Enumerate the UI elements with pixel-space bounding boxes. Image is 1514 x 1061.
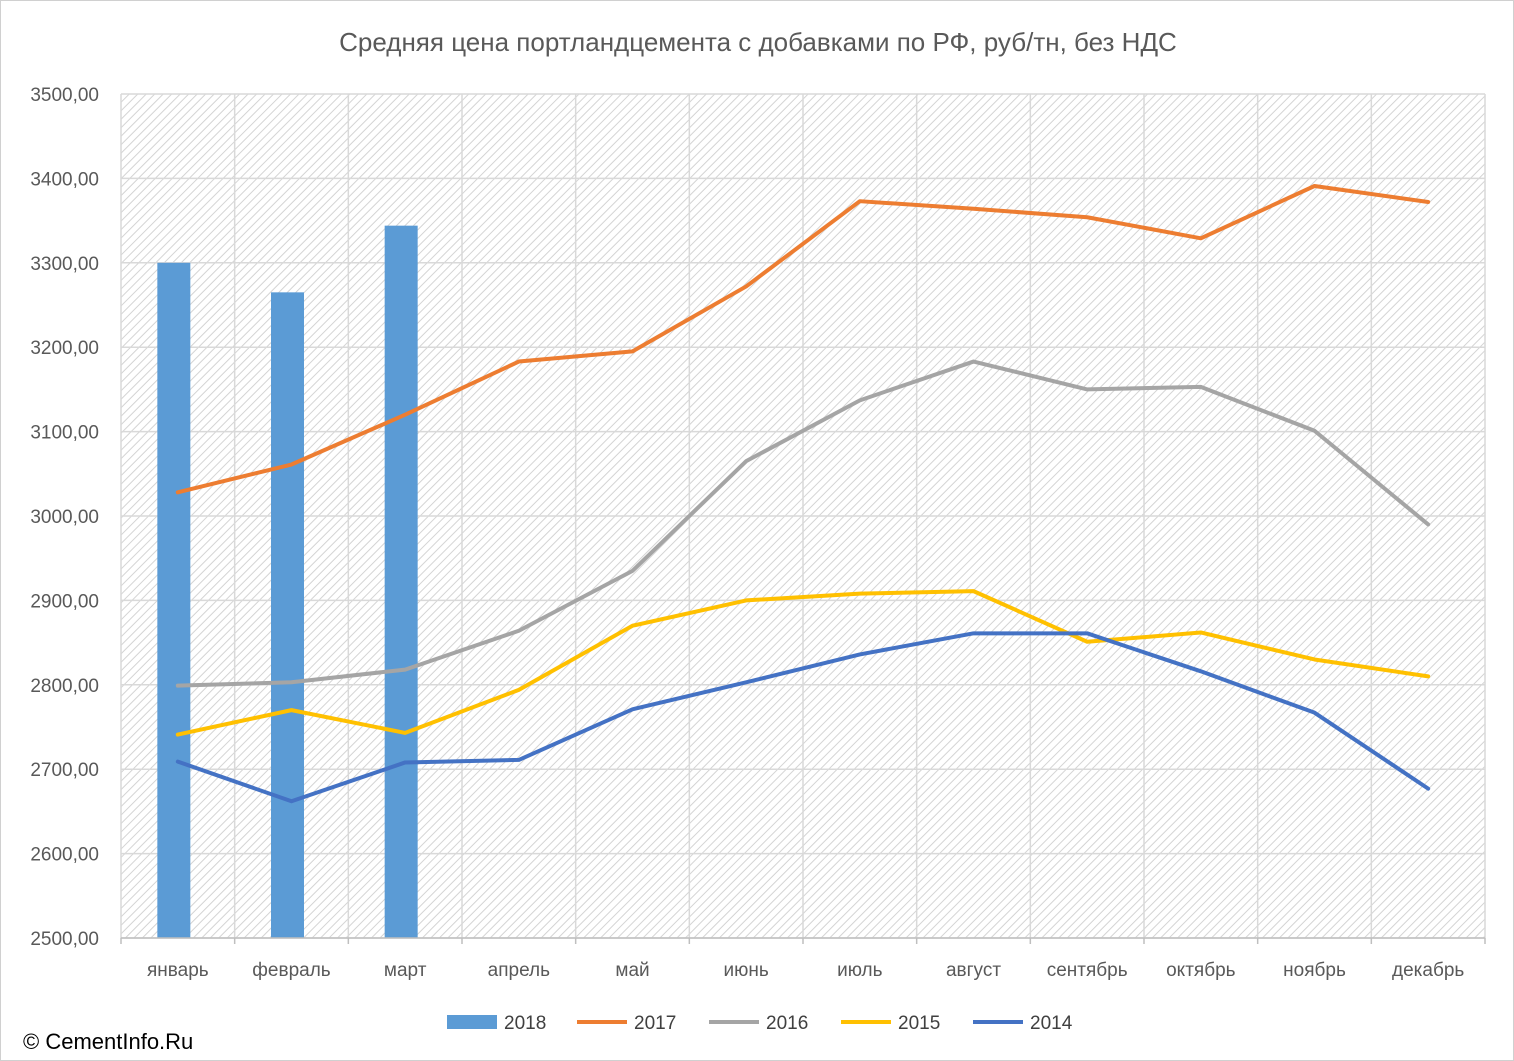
y-tick-label: 2700,00	[30, 760, 99, 781]
x-tick-label: февраль	[252, 960, 331, 981]
y-tick-label: 3300,00	[30, 254, 99, 275]
y-axis: 2500,00 2600,00 2700,00 2800,00 2900,00 3000,…	[30, 85, 99, 950]
x-tick-label: май	[615, 960, 649, 981]
bar-2018	[157, 262, 191, 938]
gridlines	[120, 93, 1486, 939]
line-2017	[175, 183, 1431, 495]
legend: 2018 2017 2016 2015 2014	[447, 1013, 1073, 1034]
bar-2018	[271, 292, 304, 939]
line-2016	[175, 359, 1431, 688]
y-tick-label: 2900,00	[30, 591, 99, 612]
x-tick-label: январь	[147, 960, 209, 981]
x-tick-label: сентябрь	[1047, 960, 1128, 981]
x-tick-label: март	[384, 960, 427, 981]
x-tick-label: август	[946, 960, 1001, 981]
legend-swatch-2018	[447, 1015, 497, 1029]
legend-label-2017: 2017	[634, 1013, 676, 1034]
legend-label-2016: 2016	[766, 1013, 808, 1034]
bar-2018	[384, 225, 418, 938]
y-tick-label: 3000,00	[30, 507, 99, 528]
line-series	[175, 183, 1431, 804]
x-tick-label: декабрь	[1392, 960, 1464, 981]
x-tick-label: июль	[837, 960, 883, 981]
y-tick-label: 2500,00	[30, 929, 99, 950]
y-tick-label: 3500,00	[30, 85, 99, 106]
x-tick-label: июнь	[724, 960, 769, 981]
bar-series	[157, 225, 418, 939]
x-tick-label: апрель	[488, 960, 550, 981]
line-2015	[175, 589, 1431, 737]
y-tick-label: 2600,00	[30, 845, 99, 866]
legend-label-2018: 2018	[504, 1013, 546, 1034]
x-tick-label: октябрь	[1166, 960, 1236, 981]
y-tick-label: 3400,00	[30, 169, 99, 190]
x-tick-label: ноябрь	[1283, 960, 1346, 981]
legend-label-2014: 2014	[1030, 1013, 1073, 1034]
chart-title: Средняя цена портландцемента с добавками…	[339, 27, 1177, 57]
legend-label-2015: 2015	[898, 1013, 940, 1034]
x-axis: январь февраль март апрель май июнь июль август…	[120, 937, 1486, 981]
y-tick-label: 3100,00	[30, 423, 99, 444]
line-2014	[175, 631, 1431, 804]
y-tick-label: 2800,00	[30, 676, 99, 697]
credit-text: © CementInfo.Ru	[23, 1029, 193, 1054]
y-tick-label: 3200,00	[30, 338, 99, 359]
